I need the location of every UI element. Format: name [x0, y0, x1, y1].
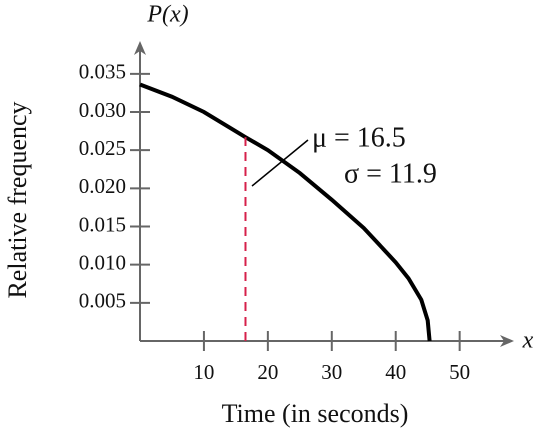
y-tick-label: 0.035 [79, 60, 126, 84]
x-axis-label: Time (in seconds) [222, 399, 409, 428]
x-tick-label: 20 [257, 360, 278, 384]
x-axis-arrow [500, 335, 514, 347]
x-tick-label: 30 [321, 360, 342, 384]
curve [139, 82, 432, 342]
x-tick-label: 10 [193, 360, 214, 384]
y-axis-symbol: P(x) [146, 2, 188, 28]
annotation-mean: μ = 16.5 [312, 122, 406, 153]
x-tick-label: 40 [385, 360, 406, 384]
leader-line [251, 139, 309, 187]
y-tick-label: 0.005 [79, 289, 126, 313]
y-tick-label: 0.010 [79, 250, 126, 274]
y-tick-label: 0.015 [79, 212, 126, 236]
y-tick-label: 0.020 [79, 174, 126, 198]
x-tick-label: 50 [449, 360, 470, 384]
y-axis-label: Relative frequency [3, 101, 32, 298]
y-tick-label: 0.030 [79, 98, 126, 122]
y-axis-arrow [134, 41, 146, 55]
x-axis-symbol: x [522, 328, 534, 354]
y-tick-label: 0.025 [79, 136, 126, 160]
annotation-sd: σ = 11.9 [344, 158, 437, 189]
